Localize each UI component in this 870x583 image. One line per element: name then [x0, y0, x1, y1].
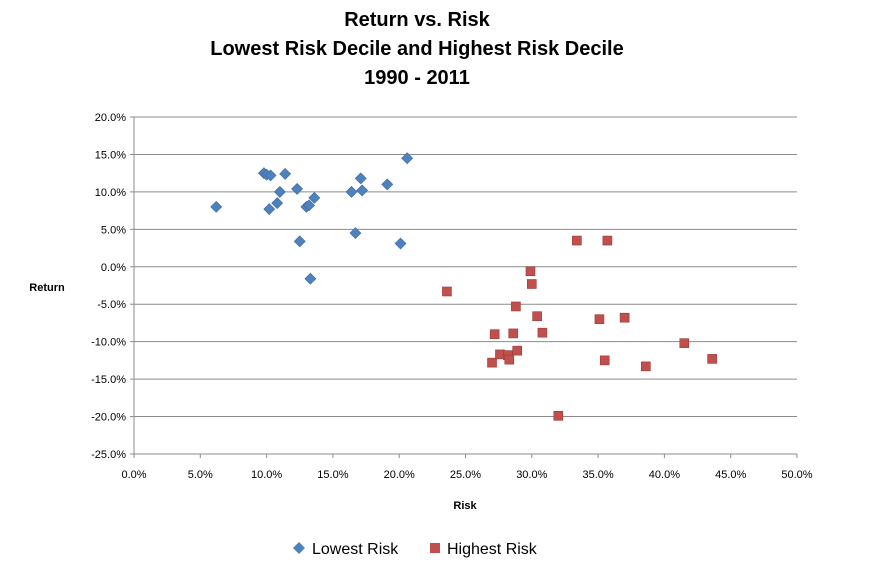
y-tick-label: -20.0%: [91, 412, 126, 424]
axes: [130, 116, 798, 458]
data-point-square: [442, 286, 452, 297]
data-point-diamond: [271, 197, 284, 210]
data-point-diamond: [264, 169, 277, 182]
legend-label-lowest-risk: Lowest Risk: [312, 541, 399, 558]
data-point-square: [511, 301, 521, 312]
x-tick-label: 15.0%: [317, 469, 348, 481]
data-point-square: [532, 311, 542, 322]
data-point-diamond: [349, 227, 362, 240]
x-tick-label: 10.0%: [251, 469, 282, 481]
legend: Lowest Risk Highest Risk: [293, 541, 538, 558]
y-tick-label: -25.0%: [91, 449, 126, 461]
y-tick-label: -5.0%: [97, 299, 126, 311]
chart-title: Return vs. Risk Lowest Risk Decile and H…: [0, 6, 834, 93]
data-point-diamond: [263, 203, 276, 216]
data-point-square: [537, 327, 548, 338]
legend-label-highest-risk: Highest Risk: [447, 541, 538, 558]
data-point-square: [707, 354, 717, 364]
y-axis-title: Return: [29, 282, 65, 294]
data-point-diamond: [279, 167, 292, 180]
y-tick-label: -10.0%: [91, 337, 126, 349]
y-tick-label: 20.0%: [95, 112, 126, 124]
x-tick-label: 45.0%: [715, 469, 746, 481]
data-point-square: [487, 357, 497, 368]
data-point-square: [508, 328, 519, 339]
y-tick-label: 10.0%: [95, 187, 126, 199]
data-point-diamond: [210, 200, 223, 213]
data-point-diamond: [354, 172, 367, 185]
chart-title-line-2: Lowest Risk Decile and Highest Risk Deci…: [210, 38, 624, 60]
data-point-square: [495, 349, 505, 360]
data-point-square: [602, 235, 613, 246]
data-point-square: [619, 312, 630, 323]
y-tick-label: 5.0%: [101, 224, 126, 236]
x-tick-label: 50.0%: [781, 469, 812, 481]
data-point-diamond: [273, 185, 286, 198]
series-lowest-risk: [210, 152, 414, 285]
series-highest-risk: [442, 235, 717, 421]
chart-title-line-1: Return vs. Risk: [344, 9, 490, 31]
data-point-diamond: [303, 199, 315, 212]
data-point-square: [512, 345, 523, 356]
data-point-square: [504, 354, 515, 365]
data-point-square: [553, 411, 564, 421]
x-tick-label: 30.0%: [516, 469, 547, 481]
gridlines: [134, 116, 797, 455]
data-point-square: [526, 279, 537, 289]
legend-marker-highest-risk: [430, 543, 440, 553]
data-points: [210, 152, 717, 421]
data-point-square: [679, 338, 690, 348]
x-tick-label: 5.0%: [188, 469, 213, 481]
data-point-diamond: [308, 191, 321, 204]
x-tick-label: 35.0%: [582, 469, 613, 481]
legend-marker-lowest-risk: [293, 542, 305, 554]
data-point-diamond: [291, 182, 304, 195]
y-tick-label: 15.0%: [95, 149, 126, 161]
x-axis-title: Risk: [453, 500, 477, 512]
y-tick-labels: 20.0% 15.0% 10.0% 5.0% 0.0% -5.0% -10.0% -15.0%…: [91, 112, 126, 461]
data-point-square: [599, 355, 610, 366]
data-point-diamond: [394, 237, 407, 250]
y-tick-label: -15.0%: [91, 374, 126, 386]
data-point-diamond: [345, 185, 358, 198]
x-tick-label: 25.0%: [450, 469, 481, 481]
y-tick-label: 0.0%: [101, 262, 126, 274]
x-tick-labels: 0.0% 5.0% 10.0% 15.0% 20.0% 25.0% 30.0% 35.0% 40…: [121, 469, 812, 481]
data-point-diamond: [293, 235, 306, 248]
data-point-square: [525, 266, 536, 277]
data-point-diamond: [381, 178, 394, 191]
data-point-square: [572, 235, 582, 246]
data-point-square: [641, 361, 651, 372]
data-point-square: [489, 329, 500, 339]
data-point-diamond: [401, 152, 414, 165]
x-tick-label: 0.0%: [121, 469, 146, 481]
data-point-diamond: [356, 184, 368, 197]
data-point-square: [594, 314, 605, 325]
data-point-diamond: [304, 272, 317, 285]
chart-title-line-3: 1990 - 2011: [364, 67, 470, 89]
x-tick-label: 20.0%: [384, 469, 415, 481]
x-tick-label: 40.0%: [649, 469, 680, 481]
